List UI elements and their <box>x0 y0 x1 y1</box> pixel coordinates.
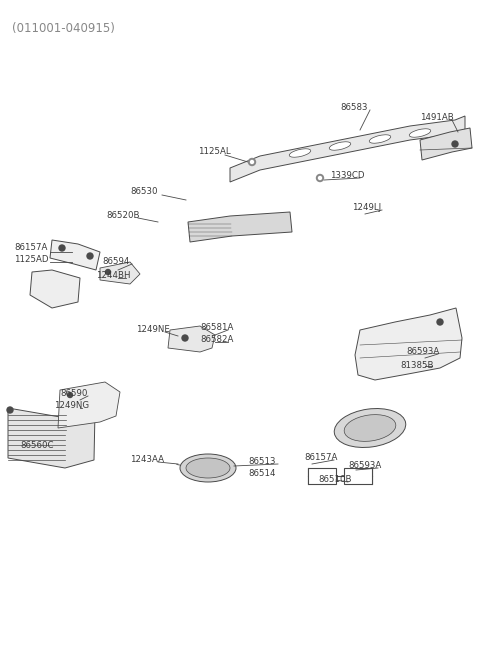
Circle shape <box>106 269 110 274</box>
Ellipse shape <box>369 135 391 143</box>
Text: 1243AA: 1243AA <box>130 455 164 464</box>
Text: 86581A: 86581A <box>200 324 233 333</box>
Circle shape <box>59 245 65 251</box>
Polygon shape <box>168 326 215 352</box>
Text: 86583: 86583 <box>340 103 368 113</box>
Ellipse shape <box>334 409 406 447</box>
Polygon shape <box>420 128 472 160</box>
Ellipse shape <box>180 454 236 482</box>
Ellipse shape <box>409 129 431 137</box>
Polygon shape <box>355 308 462 380</box>
Text: 1244BH: 1244BH <box>96 272 131 280</box>
Polygon shape <box>8 408 95 468</box>
Text: 81385B: 81385B <box>400 360 433 369</box>
Text: 1249LJ: 1249LJ <box>352 204 381 212</box>
Polygon shape <box>30 270 80 308</box>
Text: 86510B: 86510B <box>318 476 351 485</box>
Circle shape <box>437 319 443 325</box>
Ellipse shape <box>344 415 396 441</box>
Circle shape <box>316 174 324 181</box>
Ellipse shape <box>329 141 351 150</box>
Text: 1491AB: 1491AB <box>420 113 454 122</box>
Text: 1339CD: 1339CD <box>330 170 364 179</box>
Text: 1249NG: 1249NG <box>54 402 89 411</box>
Text: 1249NE: 1249NE <box>136 326 170 335</box>
Text: 86593A: 86593A <box>348 462 381 470</box>
Circle shape <box>87 253 93 259</box>
Text: 86594: 86594 <box>102 257 130 267</box>
Polygon shape <box>50 240 100 270</box>
Circle shape <box>249 159 255 166</box>
Circle shape <box>68 392 72 398</box>
Circle shape <box>7 407 13 413</box>
Circle shape <box>452 141 458 147</box>
Bar <box>344 468 372 484</box>
Text: 86513: 86513 <box>248 457 276 466</box>
Text: 86157A: 86157A <box>304 453 337 462</box>
Circle shape <box>251 160 253 164</box>
Polygon shape <box>230 116 465 182</box>
Text: 1125AL: 1125AL <box>198 147 230 157</box>
Text: 86582A: 86582A <box>200 335 233 345</box>
Polygon shape <box>188 212 292 242</box>
Text: 86520B: 86520B <box>106 212 140 221</box>
Text: 86560C: 86560C <box>20 441 53 449</box>
Ellipse shape <box>186 458 230 478</box>
Bar <box>308 468 336 484</box>
Text: 86514: 86514 <box>248 470 276 479</box>
Ellipse shape <box>289 149 311 157</box>
Text: 86590: 86590 <box>60 390 87 398</box>
Text: 1125AD: 1125AD <box>14 255 48 265</box>
Circle shape <box>182 335 188 341</box>
Text: 86530: 86530 <box>130 187 157 196</box>
Polygon shape <box>100 262 140 284</box>
Text: 86593A: 86593A <box>406 348 439 356</box>
Text: (011001-040915): (011001-040915) <box>12 22 115 35</box>
Text: 86157A: 86157A <box>14 244 48 252</box>
Circle shape <box>319 176 322 179</box>
Polygon shape <box>58 382 120 428</box>
